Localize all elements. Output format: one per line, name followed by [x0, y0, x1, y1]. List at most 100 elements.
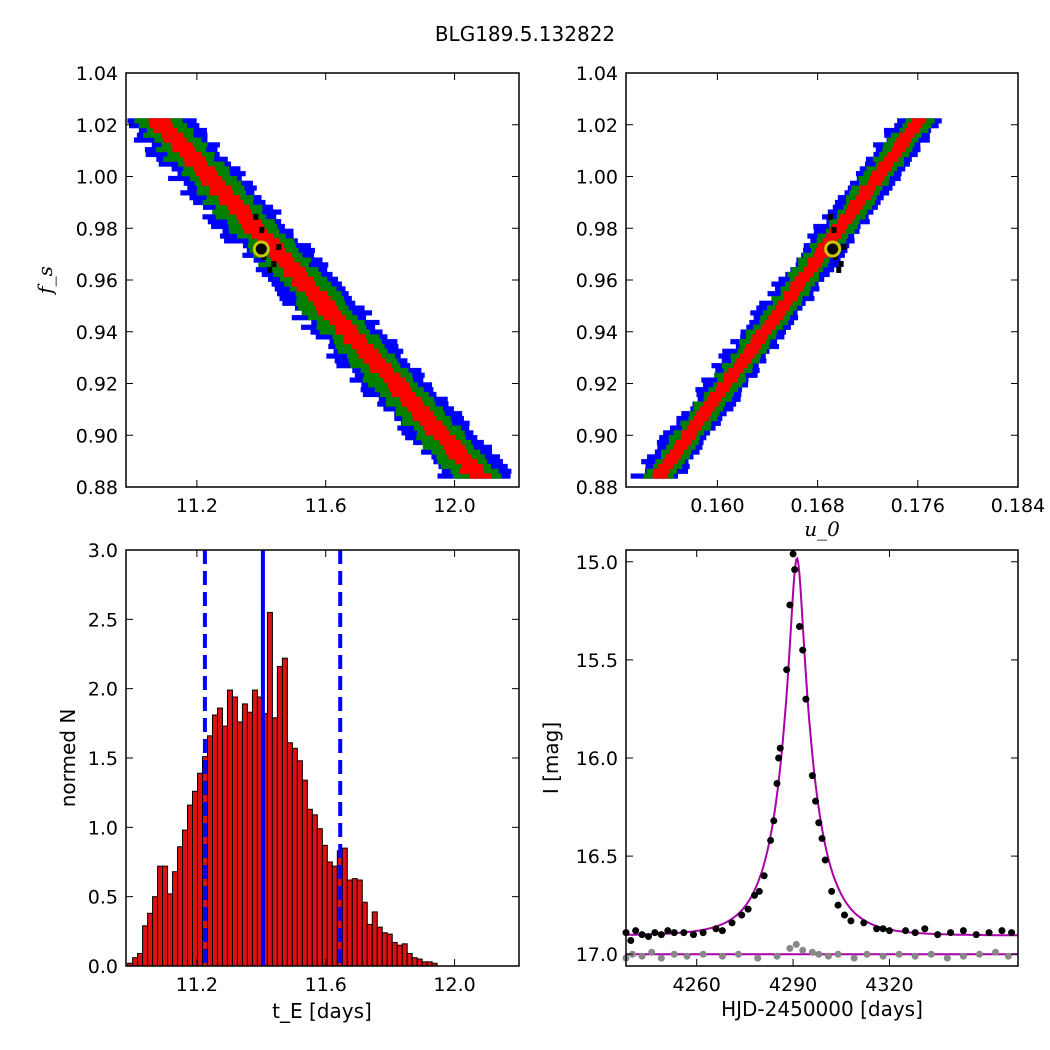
confidence-cell	[179, 151, 202, 158]
event-data-point	[1008, 929, 1016, 937]
event-data-point	[860, 919, 868, 927]
confidence-cell	[798, 271, 814, 278]
baseline-data-point	[927, 950, 935, 958]
sample-point	[253, 213, 259, 220]
histogram-bar	[211, 714, 218, 967]
confidence-cell	[871, 171, 888, 177]
confidence-cell	[706, 396, 723, 402]
confidence-cell	[750, 339, 766, 345]
event-data-point	[689, 931, 697, 939]
histogram-bar	[286, 742, 293, 967]
confidence-cell	[867, 180, 882, 186]
confidence-cell	[400, 396, 422, 402]
x-tick-label: 4320	[865, 974, 913, 996]
y-tick-label: 1.04	[576, 63, 618, 85]
panel-frame	[625, 549, 1019, 967]
histogram-bar	[137, 953, 144, 967]
event-data-point	[755, 887, 763, 895]
confidence-cell	[238, 219, 261, 225]
confidence-cell	[199, 175, 223, 182]
histogram-bar	[162, 865, 169, 967]
baseline-data-point	[799, 946, 807, 954]
confidence-cell	[439, 439, 461, 446]
confidence-cell	[425, 430, 450, 436]
confidence-cell	[184, 161, 208, 167]
confidence-cell	[898, 132, 915, 138]
sample-point	[276, 243, 282, 250]
histogram-bar	[246, 711, 253, 967]
event-data-point	[879, 925, 887, 933]
confidence-cell	[244, 228, 268, 234]
confidence-cell	[815, 247, 831, 254]
confidence-cell	[756, 329, 772, 335]
confidence-cell	[839, 214, 855, 220]
histogram-bar	[386, 933, 393, 967]
histogram-bar	[192, 790, 199, 967]
event-data-point	[911, 929, 919, 937]
y-tick-label: 17.0	[576, 944, 618, 966]
confidence-cell	[771, 310, 787, 316]
confidence-cell	[886, 151, 902, 158]
confidence-cell	[344, 334, 366, 340]
y-tick-label: 1.00	[576, 167, 618, 189]
x-tick-label: 0.168	[790, 495, 844, 517]
event-data-point	[873, 925, 881, 933]
event-data-point	[760, 872, 768, 880]
event-data-point	[670, 929, 678, 937]
confidence-cell	[423, 425, 447, 431]
histogram-bar	[316, 828, 323, 967]
model-curve	[625, 556, 1018, 937]
histogram-bar	[177, 846, 184, 967]
histogram-bar	[157, 865, 164, 967]
confidence-cell	[283, 267, 306, 273]
confidence-cell	[907, 123, 923, 129]
confidence-cell	[891, 147, 906, 153]
confidence-cell	[218, 195, 241, 201]
confidence-cell	[283, 271, 308, 278]
confidence-cell	[420, 420, 443, 426]
confidence-cell	[680, 435, 696, 441]
confidence-cell	[322, 315, 347, 321]
confidence-cell	[370, 367, 394, 374]
confidence-cell	[292, 276, 314, 282]
confidence-cell	[387, 382, 409, 388]
confidence-cell	[716, 382, 733, 388]
histogram-bar	[331, 865, 338, 967]
histogram-bar	[396, 944, 403, 967]
confidence-cell	[251, 233, 274, 239]
histogram-bar	[226, 689, 233, 967]
sample-point	[267, 266, 273, 273]
event-data-point	[947, 929, 955, 937]
panel-light-curve: 4260 4290 4320 15.0 15.5 16.0 16.5 17.0 HJD-245…	[539, 549, 1019, 1021]
confidence-cell	[696, 411, 712, 417]
baseline-data-point	[808, 948, 816, 956]
event-data-point	[728, 919, 736, 927]
confidence-cell	[893, 142, 909, 148]
confidence-cell	[343, 339, 368, 345]
confidence-cell	[789, 286, 804, 292]
confidence-cell	[412, 415, 437, 422]
x-axis-label: HJD-2450000 [days]	[721, 997, 923, 1021]
baseline-data-point	[792, 940, 800, 948]
baseline-data-point	[683, 952, 691, 960]
confidence-cell	[693, 415, 709, 422]
confidence-cell	[856, 195, 871, 201]
confidence-cell	[318, 310, 342, 316]
y-tick-label: 0.0	[88, 956, 118, 978]
confidence-cell	[832, 223, 848, 230]
y-tick-label: 1.04	[76, 63, 118, 85]
sample-point	[259, 226, 265, 233]
event-data-point	[632, 927, 640, 935]
x-tick-label: 12.0	[433, 495, 475, 517]
confidence-cell	[665, 454, 681, 460]
event-data-point	[934, 931, 942, 939]
confidence-cell	[733, 363, 749, 369]
confidence-cell	[869, 175, 885, 182]
confidence-cell	[315, 305, 339, 311]
event-data-point	[834, 901, 842, 909]
histogram-bar	[206, 735, 213, 967]
confidence-cell	[368, 363, 391, 369]
y-tick-label: 0.92	[576, 374, 618, 396]
histogram-bar	[147, 912, 154, 967]
confidence-cell	[228, 209, 252, 215]
